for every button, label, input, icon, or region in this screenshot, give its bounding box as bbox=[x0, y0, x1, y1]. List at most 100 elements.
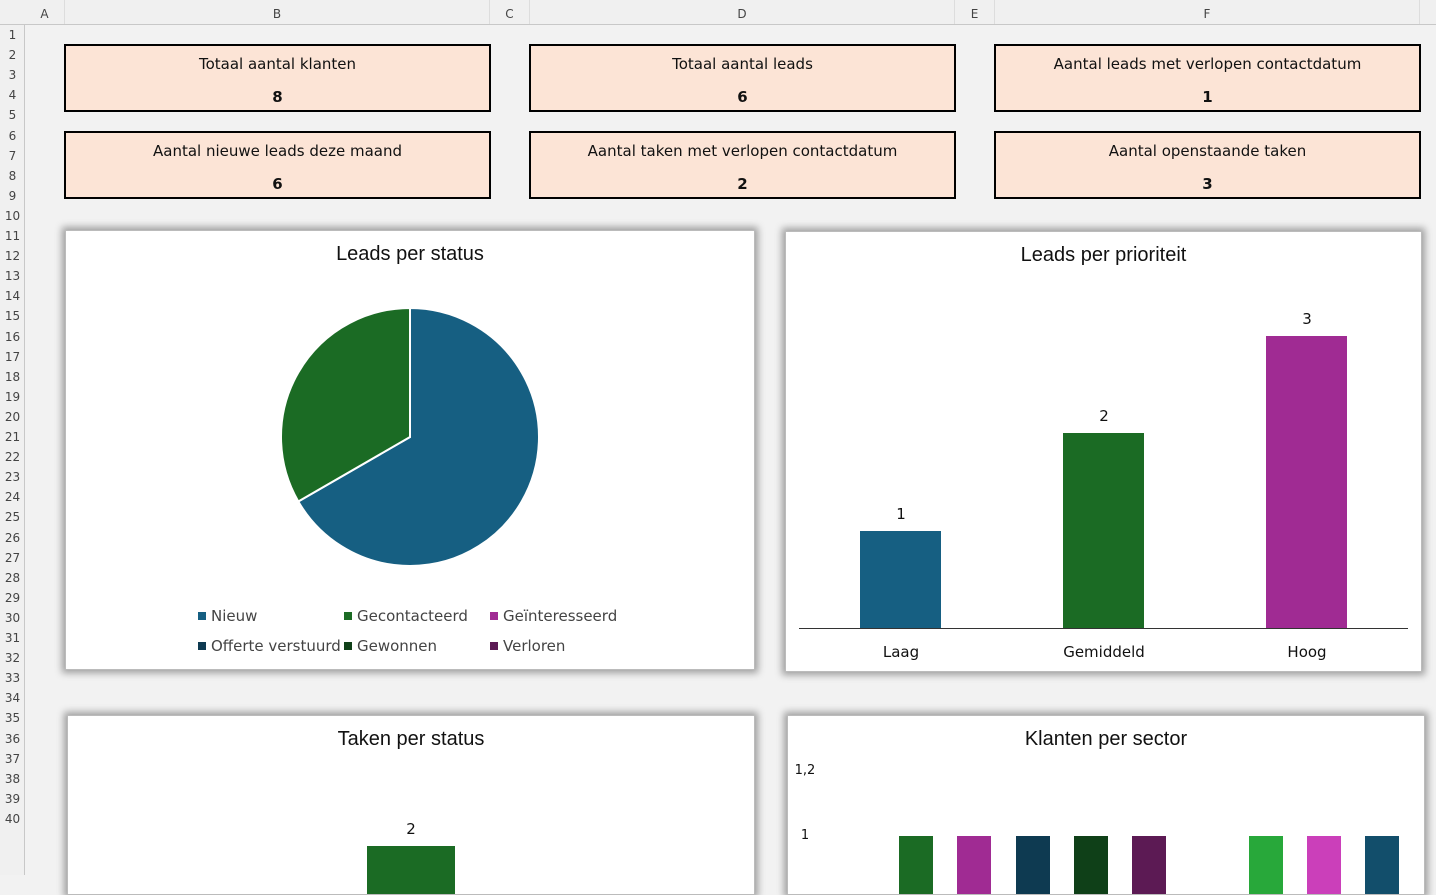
row-header[interactable]: 35 bbox=[4, 711, 21, 726]
row-header[interactable]: 2 bbox=[8, 48, 17, 63]
row-header[interactable]: 11 bbox=[4, 229, 21, 243]
row-header[interactable]: 7 bbox=[8, 148, 17, 163]
data-label: 1 bbox=[896, 504, 906, 523]
kpi-value: 3 bbox=[1202, 175, 1213, 193]
legend-label: Gewonnen bbox=[357, 637, 438, 655]
column-header[interactable]: F bbox=[995, 0, 1420, 24]
legend-item[interactable]: Nieuw bbox=[198, 607, 257, 625]
kpi-card: Aantal openstaande taken 3 bbox=[994, 131, 1421, 199]
legend-marker bbox=[490, 642, 498, 650]
bar[interactable] bbox=[1132, 836, 1167, 894]
column-header[interactable]: A bbox=[25, 0, 65, 24]
y-tick-label: 1,2 bbox=[794, 763, 816, 778]
row-header[interactable]: 30 bbox=[4, 610, 21, 625]
kpi-label: Aantal openstaande taken bbox=[1108, 142, 1307, 160]
row-header[interactable]: 34 bbox=[4, 691, 21, 706]
row-header[interactable]: 1 bbox=[8, 28, 17, 42]
data-label: 3 bbox=[1302, 310, 1312, 328]
row-header[interactable]: 38 bbox=[4, 771, 21, 786]
x-tick-label: Hoog bbox=[1287, 643, 1327, 661]
row-header[interactable]: 21 bbox=[4, 430, 21, 444]
bar[interactable] bbox=[899, 836, 933, 894]
row-header[interactable]: 12 bbox=[4, 249, 21, 264]
legend-marker bbox=[490, 612, 498, 620]
column-header[interactable]: B bbox=[65, 0, 490, 24]
row-header[interactable]: 18 bbox=[4, 369, 21, 384]
row-header[interactable]: 9 bbox=[8, 188, 17, 203]
kpi-value: 6 bbox=[737, 88, 748, 106]
legend-marker bbox=[344, 612, 352, 620]
row-header[interactable]: 5 bbox=[8, 108, 17, 123]
chart-taken-per-status[interactable]: Taken per status 2 bbox=[67, 715, 755, 895]
row-header[interactable]: 8 bbox=[8, 168, 17, 183]
bar-gemiddeld[interactable] bbox=[1063, 433, 1144, 628]
chart-klanten-per-sector[interactable]: Klanten per sector 1,2 1 bbox=[787, 715, 1425, 895]
kpi-value: 8 bbox=[272, 88, 283, 106]
kpi-value: 6 bbox=[272, 175, 283, 193]
row-header[interactable]: 33 bbox=[4, 671, 21, 686]
row-header[interactable]: 23 bbox=[4, 470, 21, 485]
legend-marker bbox=[198, 612, 206, 620]
row-header[interactable]: 20 bbox=[4, 409, 21, 424]
row-header[interactable]: 13 bbox=[4, 269, 21, 284]
kpi-value: 2 bbox=[737, 175, 748, 193]
legend-item[interactable]: Gewonnen bbox=[344, 637, 437, 655]
row-header[interactable]: 17 bbox=[4, 349, 21, 364]
x-axis-line bbox=[799, 628, 1408, 629]
bar[interactable] bbox=[1015, 836, 1050, 894]
kpi-card: Aantal taken met verlopen contactdatum 2 bbox=[529, 131, 956, 199]
column-header[interactable]: E bbox=[955, 0, 995, 24]
x-tick-label: Gemiddeld bbox=[1063, 643, 1145, 661]
pie-slice-0[interactable] bbox=[296, 306, 540, 567]
pie-slice-1[interactable] bbox=[280, 306, 411, 503]
kpi-value: 1 bbox=[1202, 88, 1213, 106]
row-header[interactable]: 29 bbox=[4, 590, 21, 605]
row-header[interactable]: 26 bbox=[4, 530, 21, 545]
row-header[interactable]: 39 bbox=[4, 791, 21, 806]
legend-item[interactable]: Verloren bbox=[490, 637, 565, 655]
kpi-label: Totaal aantal leads bbox=[672, 55, 813, 73]
row-header[interactable]: 14 bbox=[4, 289, 21, 304]
chart-leads-per-status[interactable]: Leads per status Nieuw Gecontacteerd Geïnt… bbox=[65, 230, 755, 670]
kpi-card: Aantal nieuwe leads deze maand 6 bbox=[64, 131, 491, 199]
chart-title: Leads per status bbox=[336, 243, 484, 265]
row-header[interactable]: 27 bbox=[4, 550, 21, 565]
column-header[interactable]: D bbox=[530, 0, 955, 24]
legend-label: Geïnteresseerd bbox=[503, 607, 618, 625]
row-header[interactable]: 36 bbox=[4, 731, 21, 746]
bar[interactable] bbox=[957, 836, 992, 894]
row-header[interactable]: 25 bbox=[4, 510, 21, 525]
column-header[interactable]: C bbox=[490, 0, 530, 24]
row-headers: 1 2 3 4 5 6 7 8 9 10 11 12 13 14 15 16 17 18 19 20 21 22 23 24 2… bbox=[0, 25, 25, 875]
bar-hoog[interactable] bbox=[1266, 336, 1347, 628]
row-header[interactable]: 3 bbox=[8, 68, 17, 83]
bar-laag[interactable] bbox=[860, 530, 941, 628]
row-header[interactable]: 24 bbox=[4, 490, 21, 505]
bar[interactable] bbox=[1248, 836, 1283, 894]
row-header[interactable]: 28 bbox=[4, 570, 21, 585]
kpi-card: Totaal aantal leads 6 bbox=[529, 44, 956, 112]
row-header[interactable]: 37 bbox=[4, 751, 21, 766]
row-header[interactable]: 15 bbox=[4, 309, 21, 324]
legend-item[interactable]: Gecontacteerd bbox=[344, 607, 468, 625]
row-header[interactable]: 4 bbox=[8, 88, 17, 103]
row-header[interactable]: 31 bbox=[4, 631, 21, 645]
bar[interactable] bbox=[367, 846, 455, 894]
kpi-card: Totaal aantal klanten 8 bbox=[64, 44, 491, 112]
bar[interactable] bbox=[1073, 836, 1108, 894]
bar[interactable] bbox=[1365, 836, 1400, 894]
legend-item[interactable]: Offerte verstuurd bbox=[198, 637, 341, 655]
row-header[interactable]: 40 bbox=[4, 811, 21, 826]
legend-label: Offerte verstuurd bbox=[211, 637, 341, 655]
row-header[interactable]: 19 bbox=[4, 389, 21, 404]
row-header[interactable]: 6 bbox=[8, 128, 17, 143]
row-header[interactable]: 16 bbox=[4, 329, 21, 344]
chart-leads-per-prioriteit[interactable]: Leads per prioriteit 1 Laag 2 Gemiddeld 3 Hoo… bbox=[785, 231, 1422, 672]
row-header[interactable]: 32 bbox=[4, 651, 21, 666]
legend-item[interactable]: Geïnteresseerd bbox=[490, 607, 617, 625]
row-header[interactable]: 22 bbox=[4, 450, 21, 465]
row-header[interactable]: 10 bbox=[4, 208, 21, 223]
legend-marker bbox=[198, 642, 206, 650]
bar[interactable] bbox=[1307, 836, 1342, 894]
